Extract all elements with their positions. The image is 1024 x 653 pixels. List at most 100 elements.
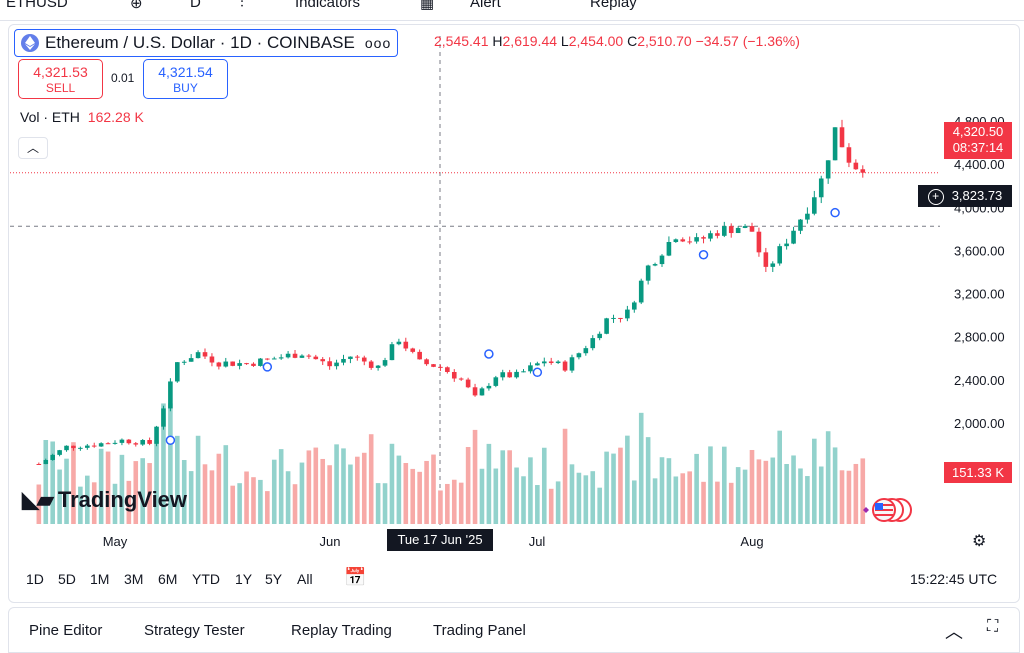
symbol-title: Ethereum / U.S. Dollar · 1D · COINBASE xyxy=(45,33,355,52)
volume-bar xyxy=(860,458,866,524)
compare-icon[interactable]: ⊕ xyxy=(130,0,143,12)
crosshair-price-tag[interactable]: +3,823.73 xyxy=(918,185,1012,207)
candle-body xyxy=(161,408,166,427)
candle-body xyxy=(763,252,769,267)
volume-bar xyxy=(168,403,173,524)
price-tick-label: 2,400.00 xyxy=(954,373,1005,388)
volume-bar xyxy=(722,446,727,524)
volume-bar xyxy=(521,476,526,524)
candle-body xyxy=(631,302,637,310)
volume-bar xyxy=(278,449,284,524)
layout-icon[interactable]: ▦ xyxy=(420,0,435,12)
symbol-search-button[interactable]: ETHUSD xyxy=(6,0,68,11)
candle-body xyxy=(147,440,152,444)
alert-button[interactable]: Alert xyxy=(470,0,501,11)
candle-body xyxy=(465,379,471,388)
volume-bar xyxy=(64,458,69,524)
tf-5d[interactable]: 5D xyxy=(58,571,76,587)
last-price-tag: 4,320.50 08:37:14 xyxy=(944,122,1012,159)
candle-body xyxy=(417,351,422,360)
candle-body xyxy=(445,367,450,372)
volume-bar xyxy=(756,459,762,524)
candle-body xyxy=(735,227,741,234)
candle-body xyxy=(749,226,755,232)
tab-pine-editor[interactable]: Pine Editor xyxy=(29,622,103,639)
volume-bar xyxy=(445,483,450,524)
tf-3m[interactable]: 3M xyxy=(124,571,144,587)
volume-bar xyxy=(424,460,429,524)
volume-bar xyxy=(348,464,353,524)
candle-body xyxy=(50,454,55,460)
maximize-icon[interactable]: ⛶ xyxy=(987,618,999,635)
chevron-up-icon[interactable]: ︿ xyxy=(945,622,963,642)
events-flags-icon[interactable] xyxy=(858,497,912,523)
date-range-icon[interactable]: 📅 xyxy=(344,567,367,587)
candle-body xyxy=(458,378,464,380)
candle-body xyxy=(119,439,125,443)
volume-bar xyxy=(514,467,519,524)
collapse-legend-button[interactable]: ︿ xyxy=(18,137,48,159)
settings-icon[interactable]: ⚙ xyxy=(972,533,987,550)
more-options-icon[interactable]: ooo xyxy=(364,35,392,51)
candle-body xyxy=(334,362,339,367)
candle-body xyxy=(98,443,104,447)
volume-bar xyxy=(597,487,602,524)
volume-legend[interactable]: Vol · ETH 162.28 K xyxy=(20,109,144,125)
add-plus-icon[interactable]: + xyxy=(927,188,944,205)
sell-button[interactable]: 4,321.53 SELL xyxy=(18,59,103,99)
volume-bar xyxy=(818,466,824,524)
candle-body xyxy=(548,361,554,364)
volume-bar xyxy=(202,464,208,524)
candle-body xyxy=(368,361,374,368)
timeframe-bar: 1D 5D 1M 3M 6M YTD 1Y 5Y All 📅 xyxy=(8,558,1018,601)
tf-1d[interactable]: 1D xyxy=(26,571,44,587)
candle-body xyxy=(209,356,215,363)
tf-5y[interactable]: 5Y xyxy=(265,571,283,587)
replay-button[interactable]: Replay xyxy=(590,0,637,11)
candle-body xyxy=(451,371,457,379)
buy-button[interactable]: 4,321.54 BUY xyxy=(143,59,228,99)
volume-bar xyxy=(361,452,367,524)
candle-body xyxy=(64,445,69,451)
indicators-button[interactable]: Indicators xyxy=(295,0,361,11)
interval-button[interactable]: D xyxy=(190,0,201,11)
tf-all[interactable]: All xyxy=(297,571,313,587)
candle-body xyxy=(181,361,187,363)
volume-bar xyxy=(223,445,229,524)
logo-text: TradingView xyxy=(57,487,188,512)
symbol-legend[interactable]: Ethereum / U.S. Dollar · 1D · COINBASE o… xyxy=(14,29,399,57)
volume-bar xyxy=(458,482,464,524)
volume-bar xyxy=(258,479,263,524)
candle-body xyxy=(514,371,519,378)
tf-1m[interactable]: 1M xyxy=(90,571,110,587)
utc-clock[interactable]: 15:22:45 UTC xyxy=(910,571,998,587)
volume-bar xyxy=(583,475,589,524)
low-value: 2,454.00 xyxy=(568,33,624,49)
candle-body xyxy=(299,355,305,358)
tf-1y[interactable]: 1Y xyxy=(235,571,253,587)
volume-bar xyxy=(112,483,118,524)
volume-bar xyxy=(562,428,568,524)
bar-style-icon[interactable]: ⫶ xyxy=(240,0,244,11)
candle-body xyxy=(708,233,713,239)
candle-body xyxy=(742,226,748,228)
candle-body xyxy=(597,333,602,339)
volume-bar xyxy=(825,431,831,524)
candle-body xyxy=(112,442,118,444)
volume-bar xyxy=(375,483,381,524)
candle-body xyxy=(604,318,609,334)
candle-body xyxy=(285,353,291,358)
volume-bar xyxy=(341,448,346,524)
tf-6m[interactable]: 6M xyxy=(158,571,178,587)
tab-replay-trading[interactable]: Replay Trading xyxy=(291,622,392,639)
candle-body xyxy=(85,445,90,448)
tf-ytd[interactable]: YTD xyxy=(192,571,220,587)
volume-bar xyxy=(479,468,485,524)
tab-strategy-tester[interactable]: Strategy Tester xyxy=(144,622,245,639)
tab-trading-panel[interactable]: Trading Panel xyxy=(433,622,526,639)
tradingview-logo: ◣▰ TradingView xyxy=(22,487,187,513)
volume-bar xyxy=(244,471,249,524)
last-price: 4,320.50 xyxy=(952,124,1004,139)
volume-value: 162.28 K xyxy=(87,109,144,125)
close-label: C xyxy=(627,33,638,49)
